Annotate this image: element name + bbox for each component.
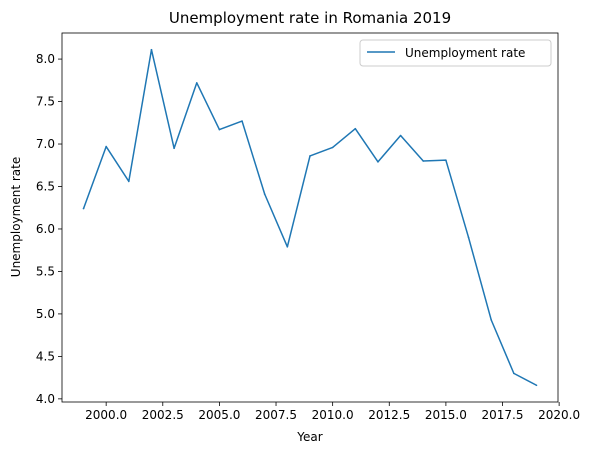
y-tick-label: 7.5: [36, 95, 55, 109]
data-point: [377, 161, 379, 163]
data-point: [422, 160, 425, 162]
data-point: [535, 384, 538, 387]
y-tick-label: 5.0: [36, 307, 55, 321]
x-tick-label: 2000.0: [85, 408, 127, 422]
y-axis-ticks: 4.0 4.5 5.0 5.5 6.0 6.5 7.0 7.5 8.0: [36, 52, 62, 406]
x-axis-label: Year: [296, 430, 322, 444]
data-point: [331, 146, 334, 149]
legend-entry-unemployment-rate: Unemployment rate: [405, 46, 525, 60]
legend-box: [359, 39, 552, 67]
y-tick-label: 4.0: [36, 392, 55, 406]
x-tick-label: 2002.5: [142, 408, 184, 422]
data-point: [150, 48, 153, 51]
data-point: [263, 193, 266, 195]
data-point: [241, 120, 243, 122]
data-point: [105, 145, 107, 148]
data-point: [173, 147, 175, 150]
y-tick-label: 7.0: [36, 137, 55, 151]
x-tick-label: 2012.5: [368, 408, 410, 422]
series-layer: [82, 48, 538, 387]
y-tick-label: 6.0: [36, 222, 55, 236]
data-point: [82, 207, 85, 210]
x-tick-label: 2007.5: [255, 408, 297, 422]
data-point: [513, 372, 515, 375]
y-tick-label: 8.0: [36, 52, 55, 66]
data-point: [445, 159, 447, 161]
x-tick-label: 2015.0: [425, 408, 467, 422]
plot-frame: [61, 32, 559, 403]
data-point: [399, 134, 402, 137]
data-point: [128, 180, 130, 183]
data-point: [467, 236, 470, 239]
legend: Unemployment rate: [359, 39, 552, 67]
chart-title: Unemployment rate in Romania 2019: [169, 9, 451, 27]
data-point: [218, 128, 221, 131]
data-point: [286, 246, 289, 248]
data-point: [195, 82, 198, 84]
series-line-unemployment-rate: [82, 48, 537, 386]
y-tick-label: 6.5: [36, 179, 55, 193]
y-axis-label: Unemployment rate: [9, 157, 23, 277]
data-point: [490, 319, 492, 321]
y-tick-label: 4.5: [36, 349, 55, 363]
x-axis-ticks: 2000.0 2002.5 2005.0 2007.5 2010.0 2012.5 2015…: [85, 402, 580, 422]
x-tick-label: 2010.0: [312, 408, 354, 422]
y-tick-label: 5.5: [36, 264, 55, 278]
x-tick-label: 2020.0: [538, 408, 580, 422]
data-point: [354, 127, 357, 130]
data-point: [309, 155, 311, 157]
x-tick-label: 2005.0: [198, 408, 240, 422]
x-tick-label: 2017.5: [482, 408, 524, 422]
